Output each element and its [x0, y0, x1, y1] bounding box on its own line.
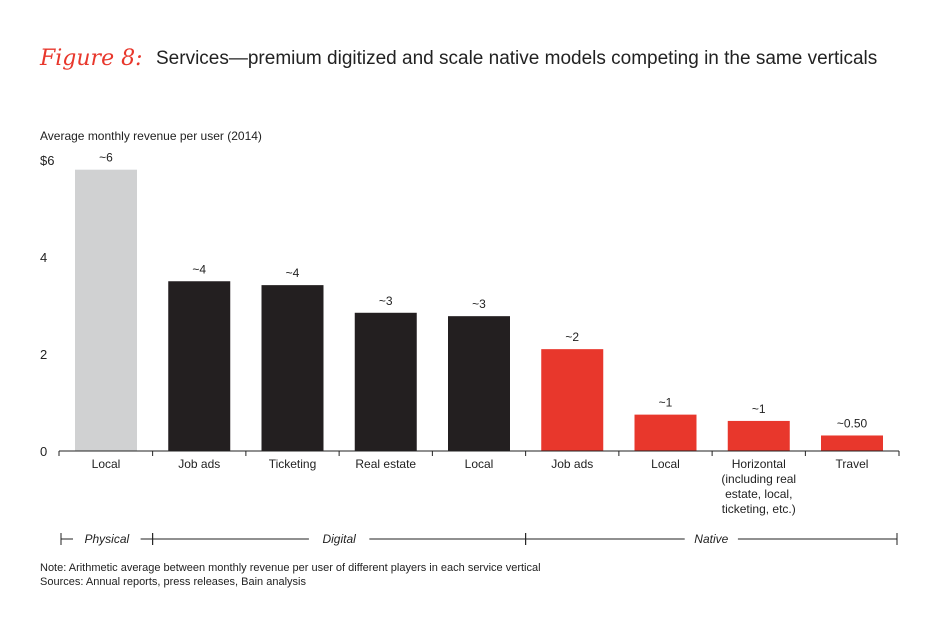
- bar: [261, 285, 324, 451]
- bar: [75, 169, 137, 451]
- data-label: ~6: [99, 151, 113, 165]
- group-brackets: Physical Digital Native: [60, 532, 898, 546]
- data-label: ~3: [379, 294, 393, 308]
- y-tick-label: 2: [40, 347, 47, 362]
- category-label: Local: [465, 457, 494, 471]
- sources-text: Sources: Annual reports, press releases,…: [40, 576, 306, 588]
- chart-title: Services—premium digitized and scale nat…: [156, 48, 877, 69]
- notes: Note: Arithmetic average between monthly…: [40, 562, 541, 588]
- category-label: Travel: [836, 457, 869, 471]
- group-label: Digital: [322, 532, 356, 546]
- bar: [448, 316, 510, 451]
- data-label: ~1: [659, 396, 673, 410]
- group-label: Native: [694, 532, 728, 546]
- category-label: Horizontal (including real estate, local, t…: [721, 457, 796, 516]
- category-label: Local: [92, 457, 121, 471]
- bars-layer: ~6 ~4 ~4 ~3 ~3 ~2 ~1 ~1 ~0.50: [75, 151, 883, 451]
- figure-label: Figure 8:: [39, 46, 143, 71]
- data-label: ~1: [752, 402, 766, 416]
- bar: [821, 435, 883, 451]
- x-axis-labels: Local Job ads Ticketing Real estate Local Job…: [58, 451, 900, 516]
- group-label: Physical: [84, 532, 129, 546]
- data-label: ~4: [286, 266, 300, 280]
- data-label: ~2: [565, 330, 579, 344]
- y-axis-ticks: 0 2 4 $6: [40, 153, 54, 459]
- category-label: Job ads: [178, 457, 220, 471]
- data-label: ~3: [472, 297, 486, 311]
- note-text: Note: Arithmetic average between monthly…: [40, 562, 541, 574]
- y-tick-label: 4: [40, 250, 47, 265]
- bar: [168, 281, 231, 451]
- bar: [354, 312, 417, 451]
- category-label: Ticketing: [269, 457, 317, 471]
- chart-header: Figure 8: Services—premium digitized and…: [39, 46, 877, 71]
- y-tick-label: 0: [40, 444, 47, 459]
- y-axis-label: Average monthly revenue per user (2014): [40, 129, 262, 143]
- category-label: Local: [651, 457, 680, 471]
- data-label: ~0.50: [837, 416, 868, 430]
- bar: [727, 420, 790, 451]
- bar: [541, 349, 604, 451]
- y-tick-label: $6: [40, 153, 54, 168]
- bar: [634, 414, 697, 451]
- data-label: ~4: [192, 262, 206, 276]
- category-label: Job ads: [551, 457, 593, 471]
- category-label: Real estate: [355, 457, 416, 471]
